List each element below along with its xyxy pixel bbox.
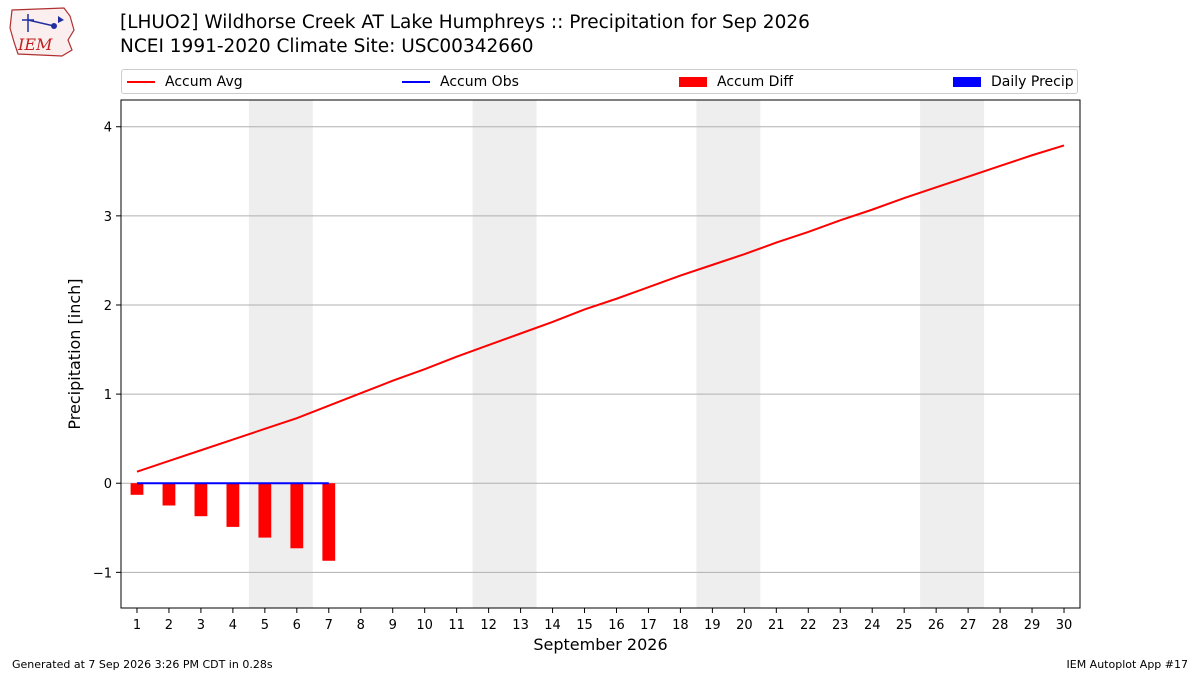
diff-bar-day-6 — [290, 483, 304, 549]
accum-avg-line — [136, 144, 1065, 473]
x-axis-label: September 2026 — [533, 635, 667, 654]
x-tick-label-10: 10 — [416, 618, 433, 633]
x-tick-label-14: 14 — [544, 618, 561, 633]
series-lines — [136, 144, 1065, 485]
x-tick-label-28: 28 — [992, 618, 1009, 633]
diff-bar-day-7 — [322, 483, 336, 561]
x-tick-label-27: 27 — [960, 618, 977, 633]
legend-label-accum-avg: Accum Avg — [165, 74, 243, 90]
x-tick-label-30: 30 — [1056, 618, 1073, 633]
y-tick-label-0: 0 — [104, 477, 112, 492]
logo-text: IEM — [17, 35, 53, 54]
y-tick-label-4: 4 — [104, 121, 112, 136]
legend-item-accum-obs: Accum Obs — [402, 73, 519, 91]
legend-label-accum-obs: Accum Obs — [440, 74, 519, 90]
chart-subtitle: NCEI 1991-2020 Climate Site: USC00342660 — [120, 36, 534, 57]
y-tick-label-1: 1 — [104, 388, 112, 403]
weekend-shade-4 — [920, 100, 985, 608]
x-tick-label-8: 8 — [357, 618, 365, 633]
x-tick-label-11: 11 — [448, 618, 465, 633]
x-tick-label-18: 18 — [672, 618, 689, 633]
legend-item-daily-precip: Daily Precip — [953, 73, 1074, 91]
legend-swatch-daily-precip — [953, 77, 981, 87]
weekend-shade-2 — [472, 100, 537, 608]
y-tick-label--1: −1 — [93, 566, 112, 581]
x-tick-label-17: 17 — [640, 618, 657, 633]
diff-bar-day-3 — [194, 483, 208, 517]
x-tick-label-3: 3 — [197, 618, 205, 633]
x-tick-label-1: 1 — [133, 618, 141, 633]
plot-frame — [120, 99, 1081, 609]
x-tick-label-9: 9 — [389, 618, 397, 633]
x-tick-label-24: 24 — [864, 618, 881, 633]
x-tick-label-6: 6 — [293, 618, 301, 633]
x-tick-label-13: 13 — [512, 618, 529, 633]
legend-swatch-accum-avg — [127, 81, 155, 83]
x-tick-label-16: 16 — [608, 618, 625, 633]
legend-label-accum-diff: Accum Diff — [717, 74, 794, 90]
y-tick-label-3: 3 — [104, 210, 112, 225]
x-tick-label-20: 20 — [736, 618, 753, 633]
legend-item-accum-avg: Accum Avg — [127, 73, 243, 91]
legend-swatch-accum-obs — [402, 81, 430, 83]
generated-timestamp: Generated at 7 Sep 2026 3:26 PM CDT in 0… — [12, 658, 273, 671]
legend-swatch-accum-diff — [679, 77, 707, 87]
weekend-shading — [248, 100, 985, 608]
legend-label-daily-precip: Daily Precip — [991, 74, 1074, 90]
app-credit: IEM Autoplot App #17 — [1066, 658, 1189, 671]
x-tick-label-4: 4 — [229, 618, 237, 633]
diff-bar-day-5 — [258, 483, 272, 538]
y-tick-label-2: 2 — [104, 299, 112, 314]
x-tick-label-12: 12 — [480, 618, 497, 633]
diff-bar-day-4 — [226, 483, 240, 527]
x-tick-label-26: 26 — [928, 618, 945, 633]
accum-diff-bars — [130, 483, 336, 561]
x-tick-label-21: 21 — [768, 618, 785, 633]
iem-logo-icon: IEM — [9, 7, 75, 57]
weekend-shade-3 — [696, 100, 761, 608]
legend-item-accum-diff: Accum Diff — [679, 73, 793, 91]
y-axis-label: Precipitation [inch] — [65, 278, 84, 429]
axis-ticks: 1 2 3 4 5 6 7 8 9 10 11 12 13 14 15 16 17 18 19 20 21 22 23 24 2… — [93, 121, 1072, 633]
diff-bar-day-1 — [130, 483, 144, 495]
x-tick-label-5: 5 — [261, 618, 269, 633]
chart-title: [LHUO2] Wildhorse Creek AT Lake Humphrey… — [120, 12, 810, 33]
x-tick-label-19: 19 — [704, 618, 721, 633]
x-tick-label-7: 7 — [325, 618, 333, 633]
x-tick-label-29: 29 — [1024, 618, 1041, 633]
x-tick-label-22: 22 — [800, 618, 817, 633]
x-tick-label-25: 25 — [896, 618, 913, 633]
iem-logo: IEM — [8, 6, 78, 58]
x-tick-label-2: 2 — [165, 618, 173, 633]
legend: Accum Avg Accum Obs Accum Diff Daily Pre… — [121, 69, 1078, 94]
x-tick-label-23: 23 — [832, 618, 849, 633]
diff-bar-day-2 — [162, 483, 176, 506]
x-tick-label-15: 15 — [576, 618, 593, 633]
